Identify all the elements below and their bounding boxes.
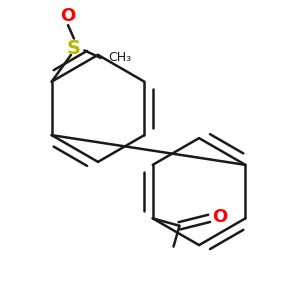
Text: O: O [60,7,76,25]
Text: S: S [67,39,81,58]
Text: CH₃: CH₃ [108,51,131,64]
Text: O: O [212,208,227,226]
